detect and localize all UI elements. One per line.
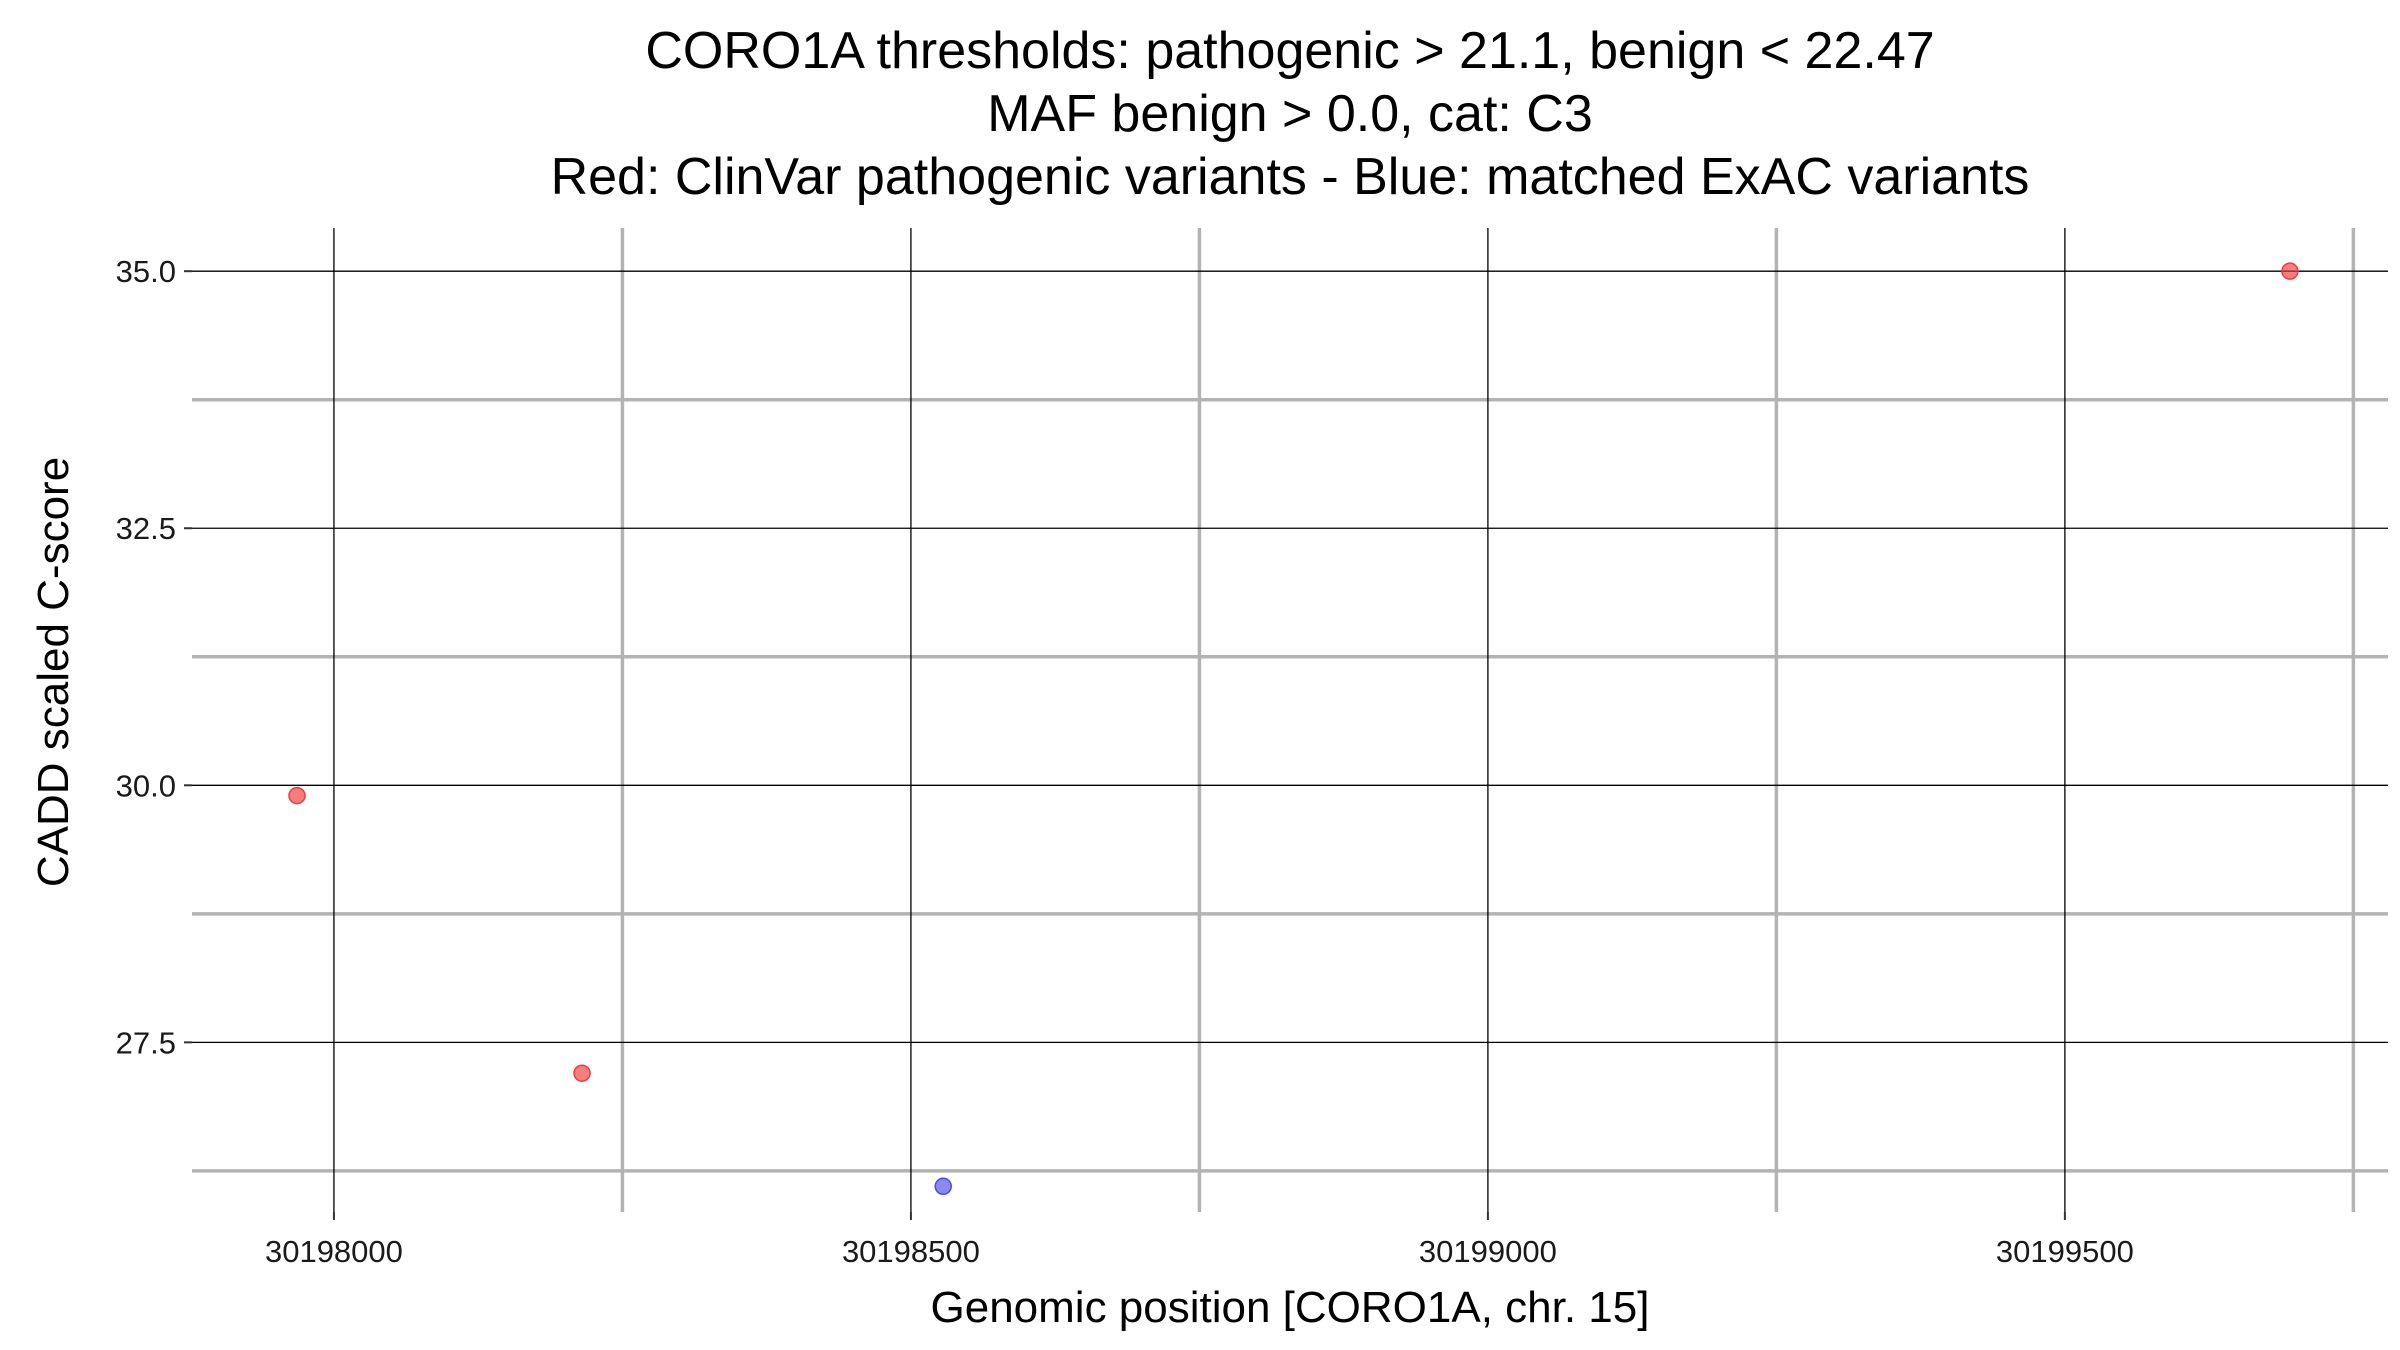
minor-gridlines	[192, 228, 2388, 1212]
y-tick-label-2: 32.5	[116, 511, 176, 546]
x-tick-label-2: 30199000	[1419, 1234, 1557, 1269]
x-tick-label-3: 30199500	[1996, 1234, 2134, 1269]
title-line-1: CORO1A thresholds: pathogenic > 21.1, be…	[645, 22, 1934, 80]
data-point-s0-1	[573, 1064, 591, 1082]
x-tick-label-0: 30198000	[265, 1234, 403, 1269]
x-tick-label-1: 30198500	[842, 1234, 980, 1269]
title-line-2: MAF benign > 0.0, cat: C3	[987, 85, 1593, 143]
y-tick-label-3: 35.0	[116, 254, 176, 289]
y-axis-title: CADD scaled C-score	[29, 457, 78, 887]
y-tick-label-0: 27.5	[116, 1025, 176, 1060]
data-point-s0-2	[2281, 262, 2299, 280]
data-points	[288, 262, 2299, 1196]
y-tick-label-1: 30.0	[116, 768, 176, 803]
major-gridlines	[192, 228, 2388, 1212]
chart-title: CORO1A thresholds: pathogenic > 21.1, be…	[551, 22, 2030, 206]
title-line-3: Red: ClinVar pathogenic variants - Blue:…	[551, 148, 2030, 206]
data-point-s0-0	[288, 786, 306, 805]
x-axis-title: Genomic position [CORO1A, chr. 15]	[931, 1283, 1650, 1332]
data-point-s1-0	[934, 1177, 952, 1196]
axis-ticks: 30198000 30198500 30199000 30199500 27.5 30.0…	[116, 254, 2134, 1269]
